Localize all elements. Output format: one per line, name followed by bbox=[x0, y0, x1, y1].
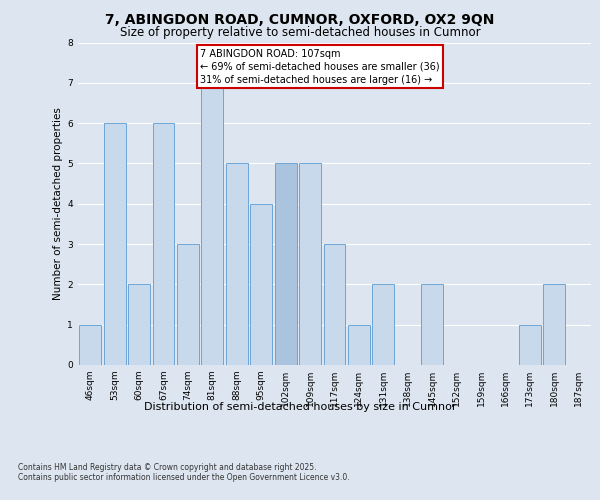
Text: Size of property relative to semi-detached houses in Cumnor: Size of property relative to semi-detach… bbox=[119, 26, 481, 39]
Y-axis label: Number of semi-detached properties: Number of semi-detached properties bbox=[53, 108, 63, 300]
Bar bbox=[104, 123, 125, 365]
Bar bbox=[323, 244, 346, 365]
Bar bbox=[250, 204, 272, 365]
Bar bbox=[373, 284, 394, 365]
Bar bbox=[519, 324, 541, 365]
Bar bbox=[421, 284, 443, 365]
Bar bbox=[202, 83, 223, 365]
Bar bbox=[152, 123, 175, 365]
Bar bbox=[299, 164, 321, 365]
Text: 7, ABINGDON ROAD, CUMNOR, OXFORD, OX2 9QN: 7, ABINGDON ROAD, CUMNOR, OXFORD, OX2 9Q… bbox=[106, 12, 494, 26]
Text: Distribution of semi-detached houses by size in Cumnor: Distribution of semi-detached houses by … bbox=[144, 402, 456, 412]
Bar bbox=[226, 164, 248, 365]
Bar bbox=[544, 284, 565, 365]
Bar bbox=[348, 324, 370, 365]
Bar bbox=[79, 324, 101, 365]
Bar bbox=[177, 244, 199, 365]
Bar bbox=[128, 284, 150, 365]
Bar bbox=[275, 164, 296, 365]
Text: 7 ABINGDON ROAD: 107sqm
← 69% of semi-detached houses are smaller (36)
31% of se: 7 ABINGDON ROAD: 107sqm ← 69% of semi-de… bbox=[200, 48, 440, 85]
Text: Contains HM Land Registry data © Crown copyright and database right 2025.
Contai: Contains HM Land Registry data © Crown c… bbox=[18, 462, 350, 482]
